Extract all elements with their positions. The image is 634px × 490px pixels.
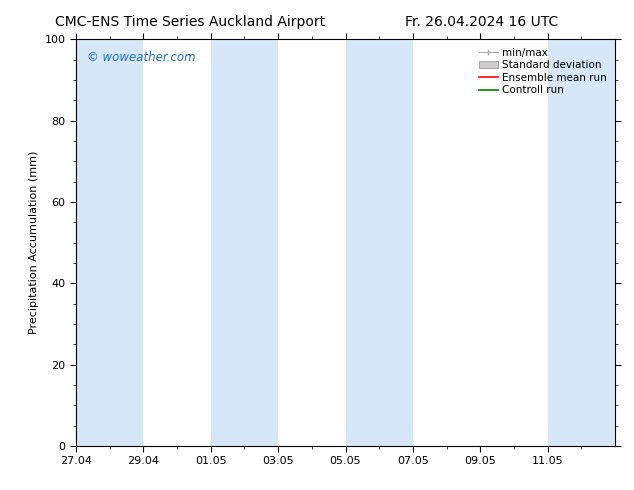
Bar (346, 39, 413, 446)
Bar (548, 39, 615, 446)
Text: © woweather.com: © woweather.com (87, 51, 195, 64)
Text: CMC-ENS Time Series Auckland Airport: CMC-ENS Time Series Auckland Airport (55, 15, 325, 29)
Text: Fr. 26.04.2024 16 UTC: Fr. 26.04.2024 16 UTC (405, 15, 559, 29)
Y-axis label: Precipitation Accumulation (mm): Precipitation Accumulation (mm) (29, 151, 39, 334)
Legend: min/max, Standard deviation, Ensemble mean run, Controll run: min/max, Standard deviation, Ensemble me… (476, 45, 610, 98)
Bar (76, 39, 143, 446)
Bar (210, 39, 278, 446)
